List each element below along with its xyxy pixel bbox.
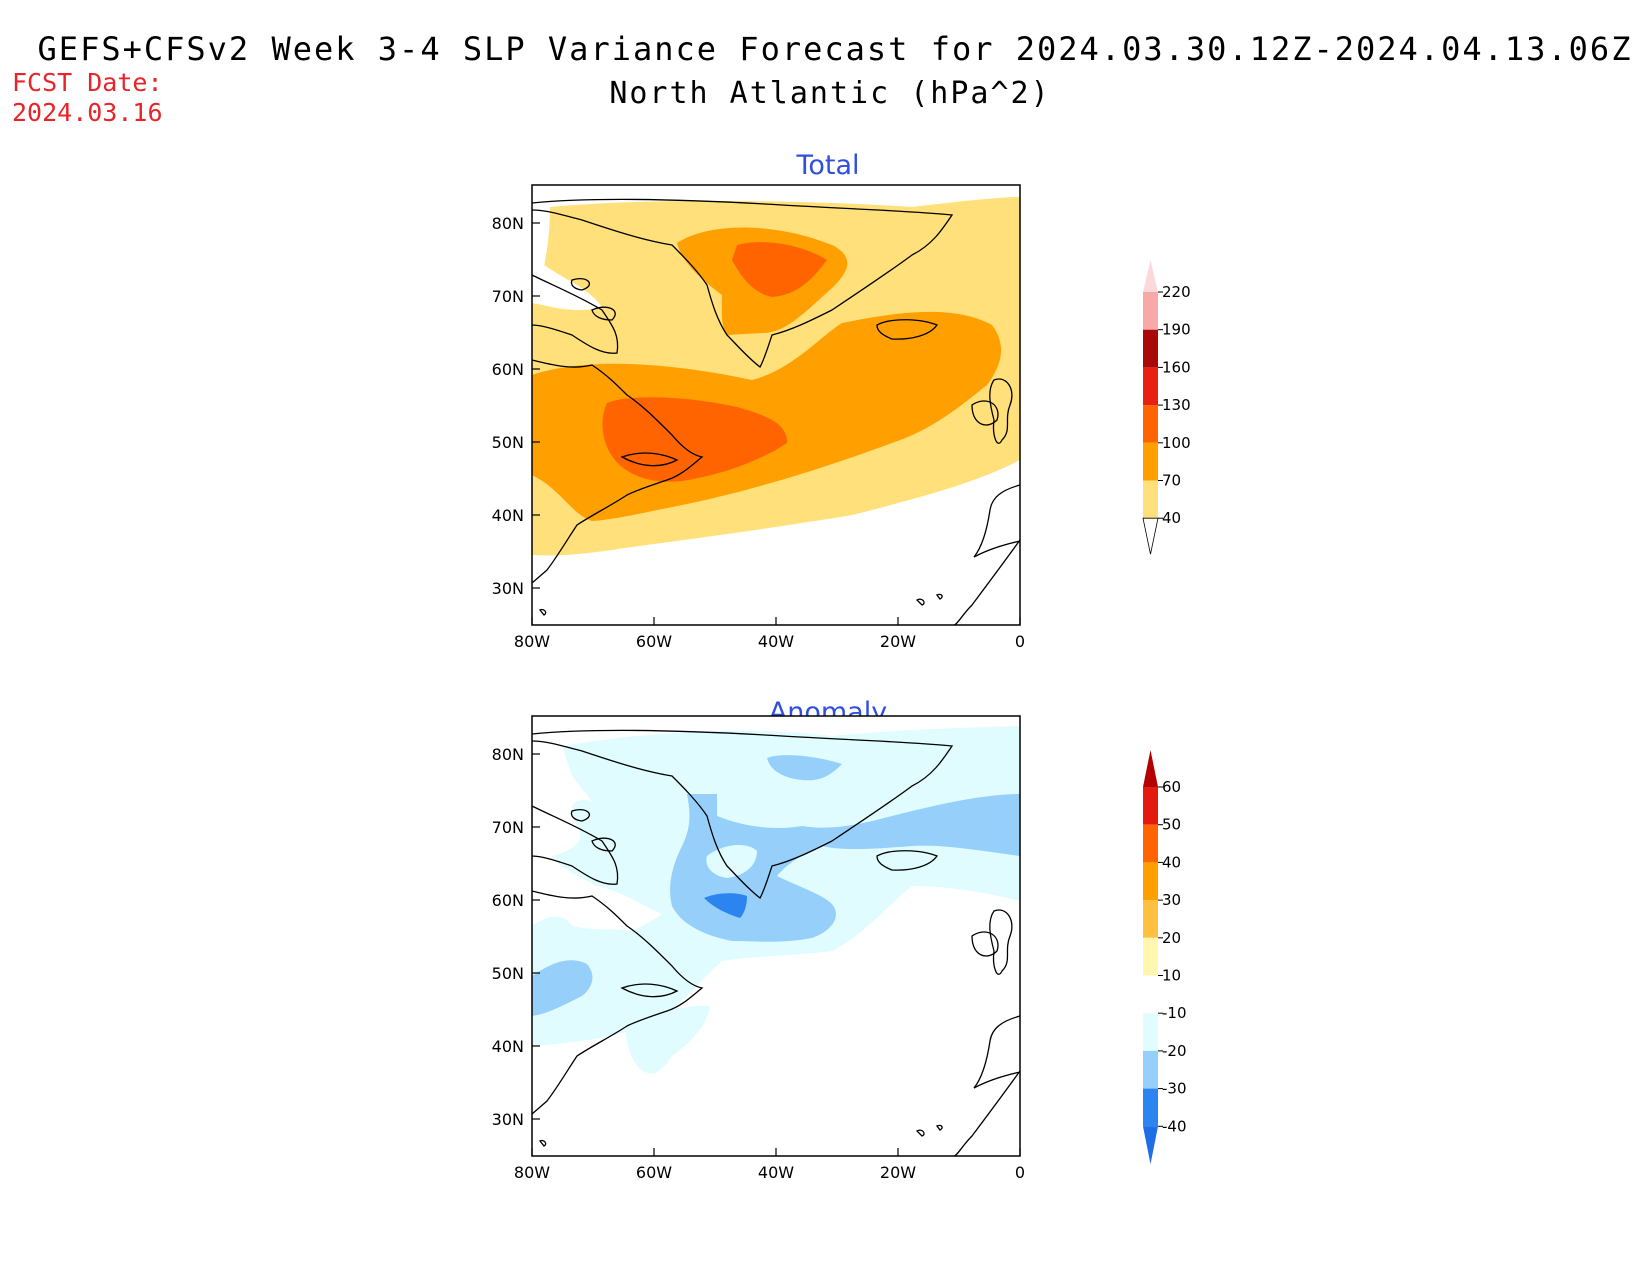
colorbar-segment (1143, 292, 1158, 330)
colorbar-label: -10 (1162, 1004, 1187, 1022)
colorbar-segment (1143, 405, 1158, 443)
lat-tick-label: 80N (492, 214, 524, 233)
colorbar-segment (1143, 937, 1158, 976)
lon-tick-label: 0 (1015, 632, 1025, 651)
lon-tick-label: 40W (758, 632, 794, 651)
colorbar-label: 60 (1162, 778, 1181, 796)
total-panel-title: Total (796, 150, 860, 181)
colorbar-label: 70 (1162, 472, 1181, 490)
lon-tick-label: 20W (880, 1163, 916, 1182)
colorbar-segment (1143, 975, 1158, 1014)
colorbar-segment (1143, 480, 1158, 519)
lat-tick-label: 80N (492, 745, 524, 764)
coastlines (531, 198, 1021, 626)
total-variance-map: 80N 70N 60N 50N 40N 30N 80W 60W 40W 20W 0 (492, 184, 1025, 651)
lat-tick-label: 30N (492, 579, 524, 598)
colorbar-label: 220 (1162, 283, 1191, 301)
colorbar-segment (1143, 329, 1158, 368)
longitude-axis: 80W 60W 40W 20W 0 (514, 1148, 1025, 1182)
lon-tick-label: 60W (636, 1163, 672, 1182)
colorbar-segment (1143, 862, 1158, 901)
anomaly-contour-minus20-minus30 (670, 794, 1020, 942)
colorbar-label: 190 (1162, 321, 1191, 339)
colorbar-top-arrow (1143, 750, 1158, 787)
lon-tick-label: 40W (758, 1163, 794, 1182)
anomaly-contour-minus20-minus30-north (767, 755, 842, 781)
colorbar-label: 10 (1162, 967, 1181, 985)
colorbar-segment (1143, 787, 1158, 825)
colorbar-segment (1143, 1050, 1158, 1089)
lat-tick-label: 40N (492, 1037, 524, 1056)
latitude-axis: 80N 70N 60N 50N 40N 30N (492, 214, 540, 598)
lon-tick-label: 80W (514, 632, 550, 651)
total-colorbar: 220 190 160 130 100 70 40 (1142, 260, 1191, 555)
colorbar-label: 160 (1162, 358, 1191, 376)
chart-title: GEFS+CFSv2 Week 3-4 SLP Variance Forecas… (37, 30, 1633, 68)
lon-tick-label: 20W (880, 632, 916, 651)
chart-subtitle: North Atlantic (hPa^2) (609, 76, 1051, 111)
colorbar-label: 40 (1162, 853, 1181, 871)
colorbar-label: 20 (1162, 929, 1181, 947)
lat-tick-label: 30N (492, 1110, 524, 1129)
colorbar-segment (1143, 442, 1158, 481)
lon-tick-label: 60W (636, 632, 672, 651)
lon-tick-label: 80W (514, 1163, 550, 1182)
lat-tick-label: 60N (492, 360, 524, 379)
longitude-axis: 80W 60W 40W 20W 0 (514, 617, 1025, 651)
anomaly-variance-map: 80N 70N 60N 50N 40N 30N 80W 60W 40W 20W 0 (492, 715, 1025, 1182)
colorbar-label: 40 (1162, 509, 1181, 527)
anomaly-contour-minus30-minus40 (704, 893, 747, 918)
colorbar-label: 50 (1162, 816, 1181, 834)
lat-tick-label: 40N (492, 506, 524, 525)
colorbar-bottom-arrow (1142, 517, 1159, 555)
colorbar-label: 130 (1162, 396, 1191, 414)
forecast-date-label: FCST Date: (12, 68, 163, 97)
colorbar-segment (1143, 900, 1158, 938)
anomaly-contour-minus10-minus20-south (625, 1005, 710, 1074)
lat-tick-label: 50N (492, 964, 524, 983)
anomaly-contour-minus20-minus30-west (532, 960, 593, 1016)
total-contour-100-130-south (602, 397, 787, 482)
latitude-axis: 80N 70N 60N 50N 40N 30N (492, 745, 540, 1129)
colorbar-label: -20 (1162, 1042, 1187, 1060)
colorbar-top-arrow (1143, 260, 1158, 292)
forecast-date-value: 2024.03.16 (12, 98, 163, 127)
total-contour-100-130-north (732, 242, 827, 297)
lat-tick-label: 70N (492, 287, 524, 306)
total-gap-west (532, 255, 602, 311)
colorbar-label: 100 (1162, 434, 1191, 452)
colorbar-segment (1143, 1088, 1158, 1127)
lat-tick-label: 50N (492, 433, 524, 452)
anomaly-gap-greenland (706, 844, 757, 878)
lat-tick-label: 70N (492, 818, 524, 837)
colorbar-bottom-arrow (1143, 1126, 1158, 1165)
anomaly-colorbar: 60 50 40 30 20 10 -10 -20 -30 -40 (1143, 750, 1187, 1165)
lat-tick-label: 60N (492, 891, 524, 910)
colorbar-label: -30 (1162, 1080, 1187, 1098)
colorbar-label: 30 (1162, 891, 1181, 909)
lon-tick-label: 0 (1015, 1163, 1025, 1182)
colorbar-segment (1143, 367, 1158, 406)
colorbar-label: -40 (1162, 1117, 1187, 1135)
coastlines (531, 729, 1021, 1157)
colorbar-segment (1143, 1013, 1158, 1051)
colorbar-segment (1143, 824, 1158, 863)
